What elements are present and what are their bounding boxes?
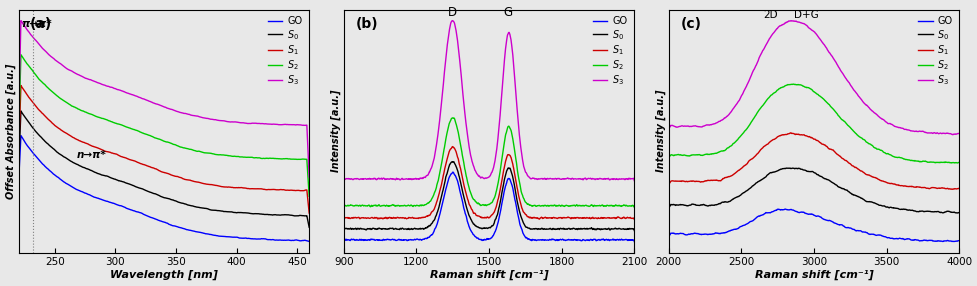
Text: D: D: [447, 6, 457, 19]
Text: (c): (c): [680, 17, 701, 31]
Y-axis label: Offset Absorbance [a.u.]: Offset Absorbance [a.u.]: [6, 63, 16, 199]
X-axis label: Raman shift [cm⁻¹]: Raman shift [cm⁻¹]: [429, 270, 548, 281]
Text: (a): (a): [30, 17, 53, 31]
Text: (b): (b): [355, 17, 377, 31]
Legend: GO, $S_0$, $S_1$, $S_2$, $S_3$: GO, $S_0$, $S_1$, $S_2$, $S_3$: [266, 15, 304, 90]
Y-axis label: Intensity [a.u.]: Intensity [a.u.]: [330, 90, 341, 172]
X-axis label: Raman shift [cm⁻¹]: Raman shift [cm⁻¹]: [754, 270, 872, 281]
Text: π→π*: π→π*: [21, 19, 52, 29]
Y-axis label: Intensity [a.u.]: Intensity [a.u.]: [656, 90, 665, 172]
Legend: GO, $S_0$, $S_1$, $S_2$, $S_3$: GO, $S_0$, $S_1$, $S_2$, $S_3$: [590, 15, 629, 90]
Text: D+G: D+G: [793, 11, 819, 21]
Text: G: G: [503, 6, 512, 19]
Text: 2D: 2D: [762, 11, 777, 21]
X-axis label: Wavelength [nm]: Wavelength [nm]: [109, 270, 218, 281]
Text: n→π*: n→π*: [76, 150, 106, 160]
Legend: GO, $S_0$, $S_1$, $S_2$, $S_3$: GO, $S_0$, $S_1$, $S_2$, $S_3$: [915, 15, 954, 90]
